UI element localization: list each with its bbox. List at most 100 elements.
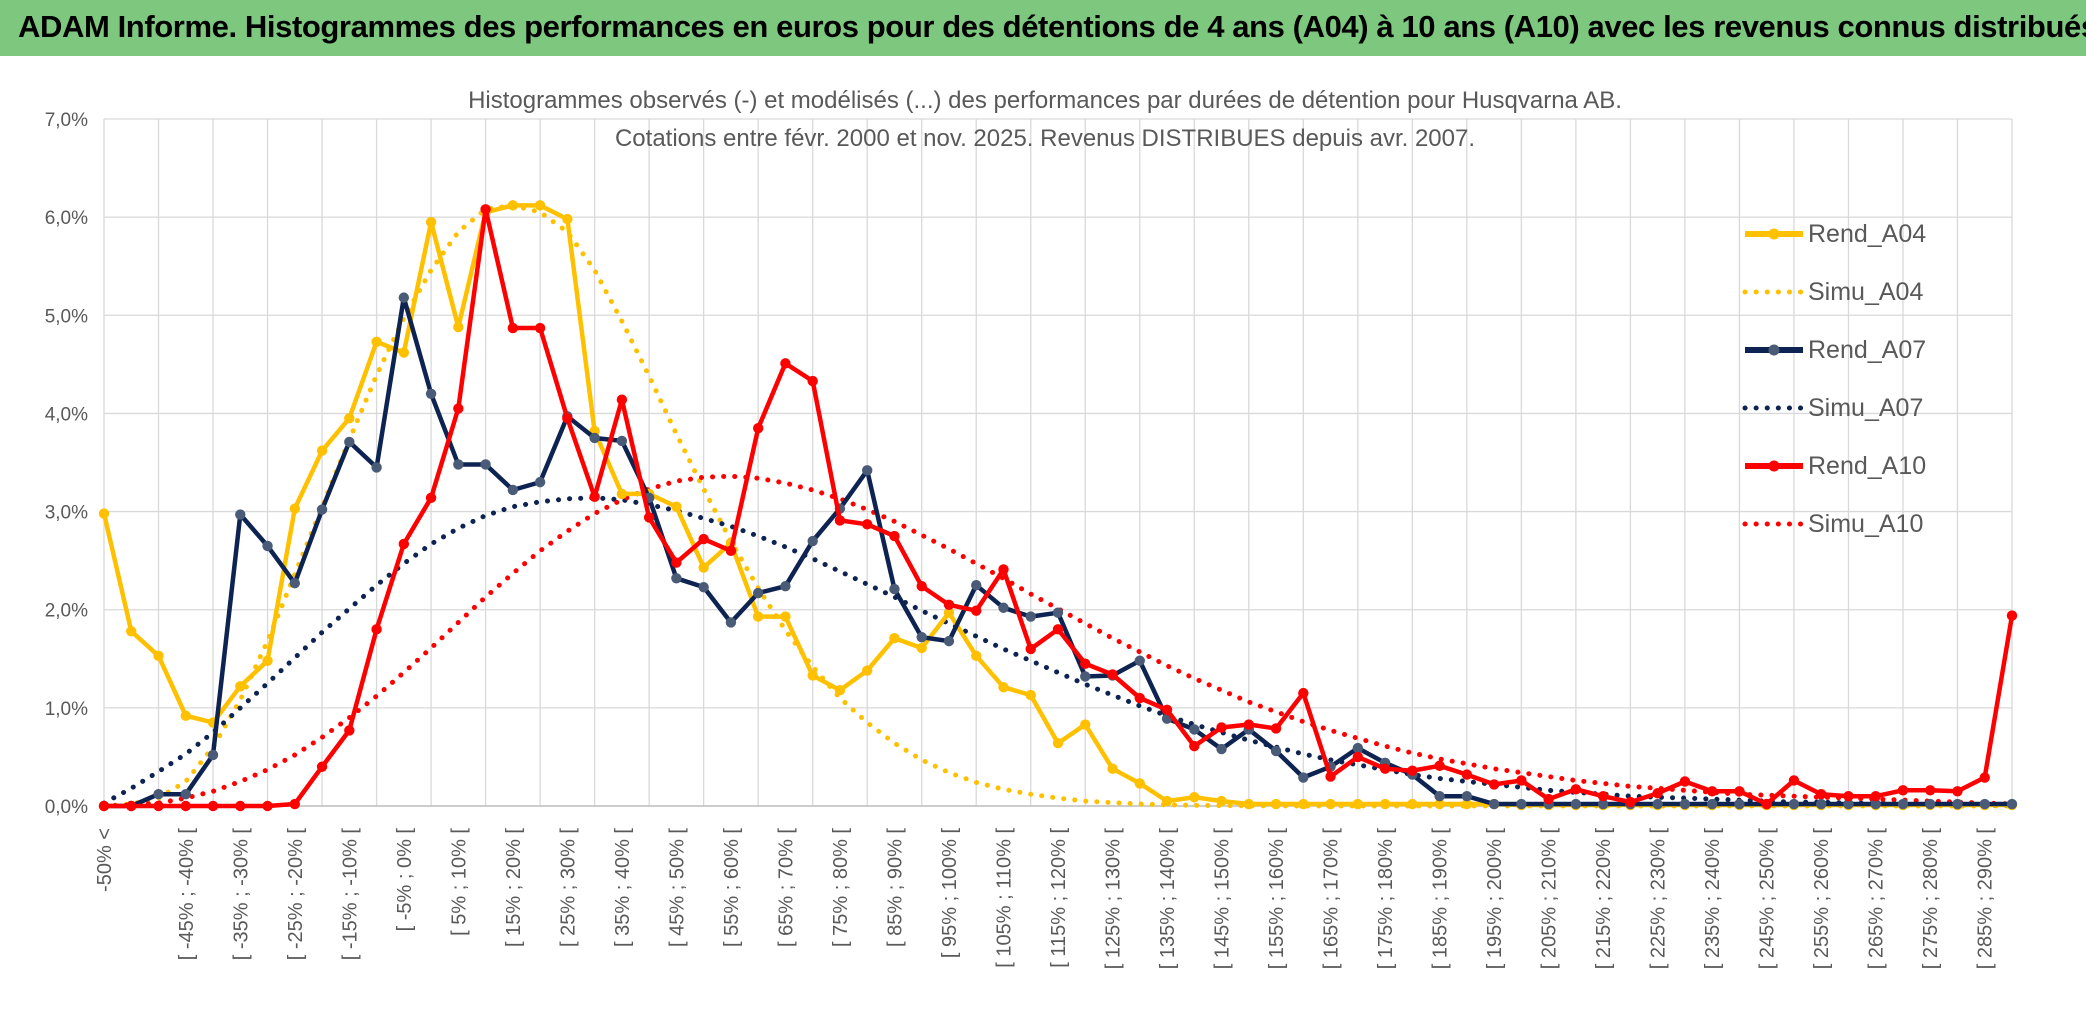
data-point (1979, 798, 1990, 810)
data-point (1216, 722, 1227, 733)
data-point (1298, 687, 1309, 699)
data-point (1189, 791, 1200, 803)
data-point (1107, 763, 1118, 774)
data-point (698, 562, 709, 573)
x-tick-label: [ 65% ; 70% [ (775, 828, 797, 947)
data-point (698, 533, 709, 545)
title-banner: ADAM Informe. Histogrammes des performan… (0, 0, 2086, 57)
data-point (1461, 769, 1473, 780)
chart-title: Histogrammes observés (-) et modélisés (… (468, 87, 1622, 114)
data-point (1734, 786, 1745, 797)
data-point (1870, 798, 1881, 810)
data-point (1734, 798, 1745, 810)
data-point (534, 322, 546, 334)
data-point (616, 394, 628, 405)
data-point (1706, 798, 1718, 810)
data-point (289, 798, 300, 810)
data-point (1216, 743, 1227, 755)
data-point (1080, 671, 1091, 682)
data-point (1243, 798, 1255, 810)
data-point (534, 476, 546, 488)
data-point (1161, 795, 1173, 807)
data-point (1679, 776, 1691, 787)
x-tick-label: [ 235% ; 240% [ (1702, 828, 1724, 970)
data-point (1270, 745, 1282, 757)
histogram-chart: Histogrammes observés (-) et modélisés (… (45, 87, 2018, 970)
x-tick-label: [ 215% ; 220% [ (1593, 828, 1615, 970)
data-point (507, 484, 519, 496)
data-point (180, 710, 191, 721)
data-point (1134, 692, 1145, 704)
data-point (1107, 669, 1118, 680)
series-line (101, 203, 2012, 808)
data-point (1816, 798, 1827, 810)
data-point (916, 580, 927, 592)
legend-label: Rend_A04 (1808, 220, 1926, 248)
data-point (1625, 796, 1636, 808)
data-point (1052, 737, 1064, 749)
data-point (1597, 790, 1609, 802)
data-point (862, 519, 873, 530)
x-tick-label: [ 165% ; 170% [ (1321, 828, 1343, 970)
data-point (889, 530, 900, 542)
data-point (1952, 786, 1963, 797)
data-point (671, 557, 682, 568)
data-point (834, 684, 846, 696)
x-tick-label: [ 175% ; 180% [ (1375, 828, 1397, 970)
data-point (262, 540, 273, 552)
data-point (1352, 798, 1364, 810)
data-point (889, 632, 900, 644)
data-point (1706, 786, 1718, 797)
data-point (1897, 785, 1909, 796)
data-point (425, 492, 437, 504)
data-point (1516, 798, 1527, 810)
data-point (562, 213, 573, 225)
data-point (943, 607, 955, 618)
data-point (780, 611, 791, 622)
data-point (1025, 611, 1036, 622)
data-point (1052, 607, 1064, 618)
data-point (807, 670, 818, 681)
data-point (453, 459, 464, 470)
x-tick-label: [ 145% ; 150% [ (1212, 828, 1234, 970)
data-point (344, 413, 355, 424)
data-point (153, 650, 164, 662)
x-tick-label: [ 265% ; 270% [ (1866, 828, 1888, 970)
data-point (316, 445, 328, 456)
data-point (971, 605, 982, 616)
data-point (153, 789, 164, 800)
data-point (1161, 704, 1173, 716)
data-point (262, 800, 273, 812)
x-tick-label: [ 275% ; 280% [ (1920, 828, 1942, 970)
legend: Rend_A04 Simu_A04 Rend_A07 Simu_A07 Rend_A10… (1742, 220, 1926, 538)
data-point (671, 573, 682, 584)
legend-label: Simu_A04 (1808, 278, 1923, 306)
legend-marker (1768, 460, 1780, 472)
data-point (371, 624, 382, 635)
x-tick-label: [ 195% ; 200% [ (1484, 828, 1506, 970)
data-point (1134, 655, 1145, 666)
data-point (1543, 793, 1554, 805)
data-point (589, 432, 600, 444)
series-line (101, 495, 2015, 808)
data-point (1761, 798, 1772, 810)
data-point (916, 642, 927, 654)
y-tick-label: 5,0% (45, 306, 88, 327)
data-point (943, 635, 955, 647)
series-line (101, 473, 2015, 809)
data-point (834, 515, 846, 526)
data-point (1025, 643, 1036, 655)
data-point (180, 800, 191, 812)
x-tick-label: [ 105% ; 110% [ (993, 828, 1015, 968)
x-tick-label: [ 185% ; 190% [ (1430, 828, 1452, 970)
series-rend-a10 (98, 204, 2018, 812)
data-point (862, 465, 873, 476)
data-point (1080, 658, 1091, 669)
x-tick-label: [ 285% ; 290% [ (1975, 828, 1997, 970)
data-point (207, 749, 219, 761)
data-point (1298, 798, 1309, 810)
data-point (2006, 798, 2018, 810)
data-point (98, 800, 110, 812)
data-point (1461, 790, 1473, 802)
data-point (207, 800, 219, 812)
